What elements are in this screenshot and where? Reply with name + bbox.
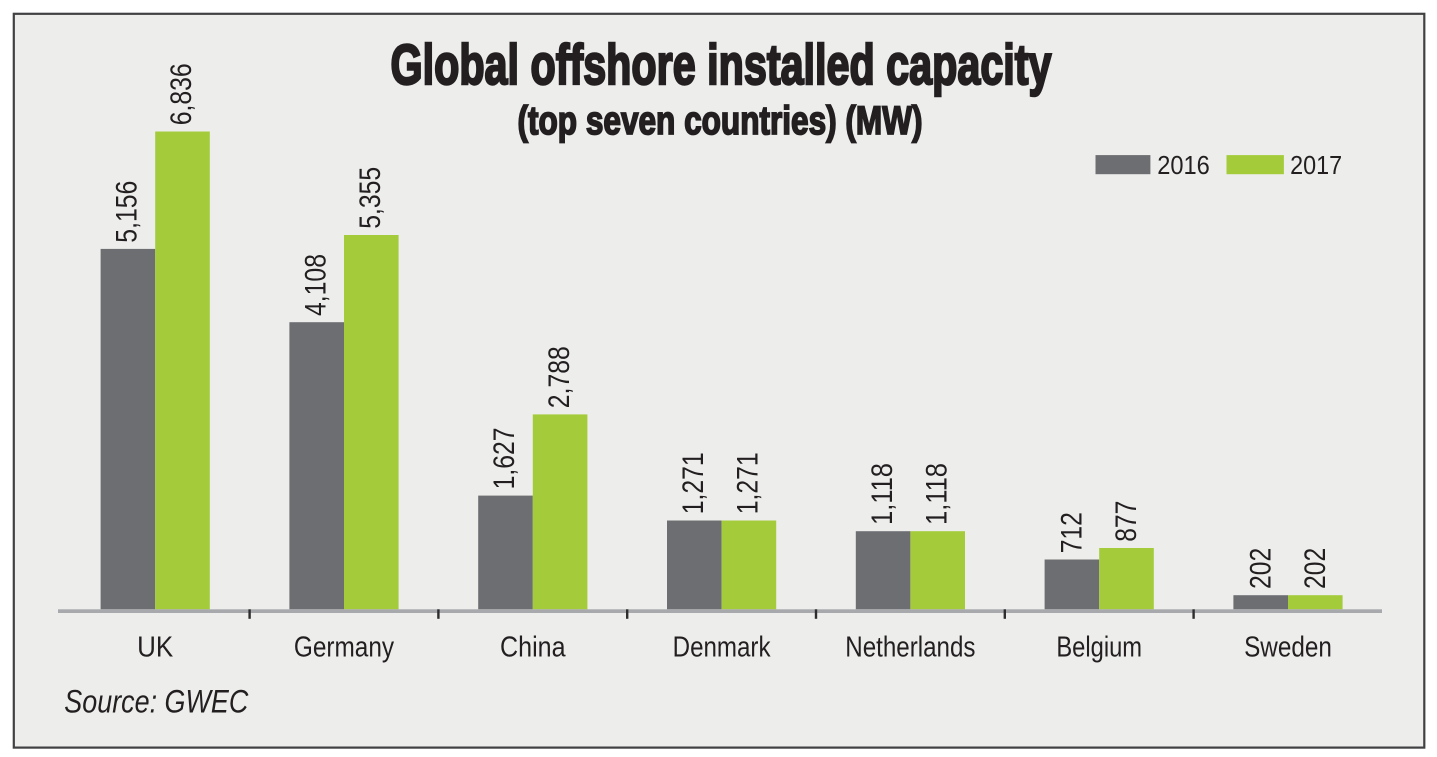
- svg-text:1,627: 1,627: [488, 427, 521, 489]
- svg-text:5,156: 5,156: [111, 181, 144, 243]
- svg-text:Netherlands: Netherlands: [845, 631, 975, 663]
- svg-text:6,836: 6,836: [165, 63, 198, 125]
- svg-text:(top seven countries) (MW): (top seven countries) (MW): [518, 99, 923, 143]
- svg-text:Denmark: Denmark: [673, 631, 772, 663]
- svg-text:1,271: 1,271: [732, 452, 765, 514]
- svg-text:1,118: 1,118: [866, 463, 899, 525]
- svg-text:China: China: [500, 631, 566, 663]
- svg-text:2016: 2016: [1157, 152, 1210, 180]
- svg-text:4,108: 4,108: [299, 254, 332, 316]
- svg-text:Belgium: Belgium: [1056, 631, 1142, 663]
- svg-text:2017: 2017: [1290, 152, 1342, 180]
- svg-text:202: 202: [1299, 548, 1332, 589]
- svg-text:2,788: 2,788: [543, 346, 576, 408]
- svg-text:UK: UK: [137, 631, 173, 663]
- svg-text:Source: GWEC: Source: GWEC: [64, 684, 249, 720]
- svg-text:877: 877: [1110, 501, 1143, 542]
- svg-text:1,271: 1,271: [677, 452, 710, 514]
- svg-text:Germany: Germany: [294, 631, 395, 663]
- svg-text:5,355: 5,355: [354, 167, 387, 229]
- svg-text:Global offshore installed capa: Global offshore installed capacity: [391, 33, 1052, 97]
- svg-text:Sweden: Sweden: [1244, 631, 1332, 663]
- svg-text:712: 712: [1056, 512, 1089, 553]
- svg-text:202: 202: [1244, 548, 1277, 589]
- svg-text:1,118: 1,118: [920, 463, 953, 525]
